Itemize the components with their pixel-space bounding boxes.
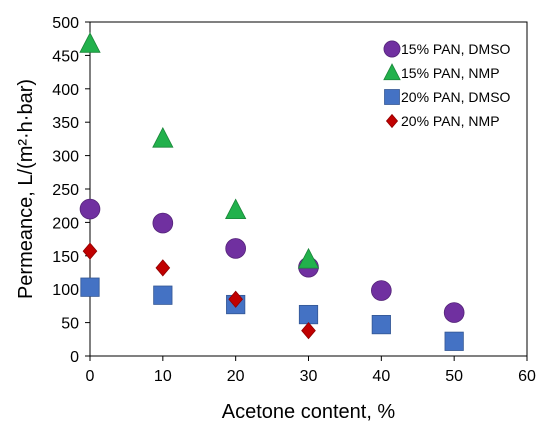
y-tick-label: 50 (61, 316, 79, 333)
x-tick-label: 50 (445, 368, 463, 385)
data-point (79, 32, 101, 53)
y-tick-label: 150 (52, 249, 79, 266)
x-tick-label: 60 (518, 368, 536, 385)
data-point (80, 277, 100, 297)
y-tick-label: 300 (52, 149, 79, 166)
legend-marker (384, 89, 400, 105)
y-tick-label: 250 (52, 182, 79, 199)
y-tick-label: 350 (52, 115, 79, 132)
data-point (152, 212, 174, 234)
data-point (153, 285, 173, 305)
data-point (371, 280, 392, 301)
legend-label: 15% PAN, DMSO (401, 41, 511, 57)
data-point (225, 198, 247, 220)
data-point (155, 259, 171, 277)
data-point (298, 304, 319, 325)
legend-marker (385, 113, 399, 129)
data-point (152, 126, 174, 148)
y-tick-label: 400 (52, 82, 79, 99)
legend-label: 20% PAN, NMP (401, 113, 500, 129)
data-point (443, 302, 465, 323)
data-point (444, 331, 464, 351)
x-tick-label: 10 (154, 368, 172, 385)
x-tick-label: 40 (372, 368, 390, 385)
x-tick-label: 30 (300, 368, 318, 385)
y-axis-title: Permeance, L/(m²·h·bar) (15, 79, 37, 299)
y-tick-label: 500 (52, 15, 79, 32)
y-tick-label: 0 (70, 349, 79, 366)
data-point (225, 238, 246, 259)
legend-marker (383, 40, 401, 58)
legend-marker (383, 63, 401, 81)
data-point (301, 321, 316, 340)
data-point (371, 315, 391, 335)
legend-label: 20% PAN, DMSO (401, 89, 511, 105)
x-axis-title: Acetone content, % (222, 401, 396, 423)
y-tick-label: 450 (52, 48, 79, 65)
y-tick-label: 200 (52, 215, 79, 232)
y-tick-label: 100 (52, 282, 79, 299)
legend-label: 15% PAN, NMP (401, 65, 500, 81)
data-point (297, 247, 320, 269)
data-points (79, 32, 465, 351)
data-point (228, 290, 243, 308)
x-tick-label: 0 (86, 368, 95, 385)
legend: 15% PAN, DMSO 15% PAN, NMP 20% PAN, DMSO 20… (383, 40, 511, 129)
data-point (79, 198, 101, 220)
data-point (82, 242, 98, 260)
x-tick-label: 20 (227, 368, 245, 385)
tick-labels: 0 50 100 150 200 250 300 350 400 450 500 0 10 20 30 40 5… (52, 15, 536, 385)
